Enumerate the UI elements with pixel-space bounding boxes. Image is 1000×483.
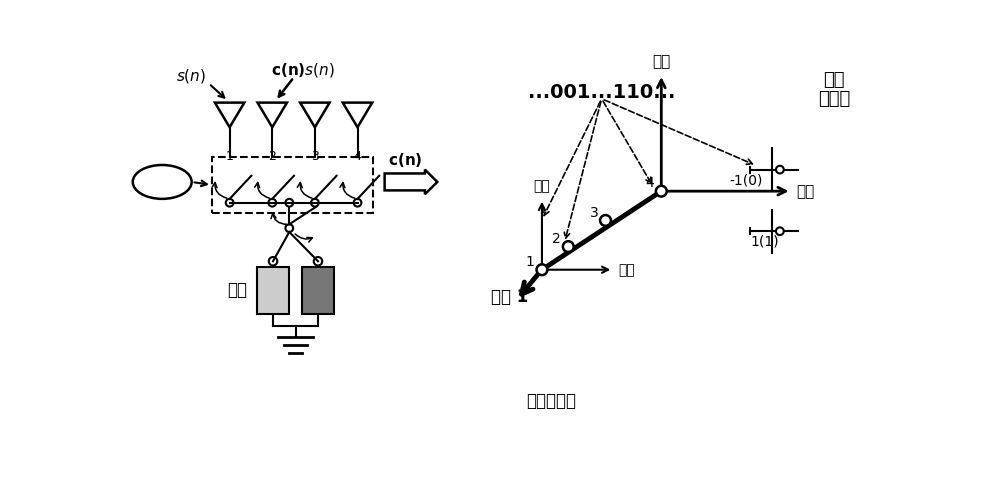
Text: 虚部: 虚部 [534,180,550,194]
Text: 4: 4 [354,150,361,163]
Text: 1: 1 [226,150,234,163]
Bar [212,157,373,213]
Text: -1(0): -1(0) [730,173,763,187]
Circle shape [776,227,784,235]
Bar [302,267,334,314]
Text: 1(1): 1(1) [750,235,779,249]
Text: 空间星座点: 空间星座点 [526,392,576,410]
Text: 3: 3 [590,206,598,220]
Text: $\mathbf{c(n)}s(n)$: $\mathbf{c(n)}s(n)$ [271,60,335,79]
Text: ...001...110...: ...001...110... [528,83,675,102]
Text: 4: 4 [645,176,654,190]
Circle shape [776,166,784,173]
Circle shape [600,215,611,226]
FancyArrow shape [385,170,437,194]
Text: 虚部: 虚部 [652,54,670,69]
Text: $s(n)$: $s(n)$ [176,67,206,85]
Text: 实部: 实部 [618,263,635,277]
Bar [257,267,289,314]
Text: 信号: 信号 [823,71,845,88]
Ellipse shape [133,165,192,199]
Circle shape [537,264,547,275]
Text: 1: 1 [526,255,535,269]
Text: 阻抗: 阻抗 [227,282,247,299]
Text: $\mathbf{c(n)}$: $\mathbf{c(n)}$ [388,151,422,170]
Circle shape [656,186,667,197]
Text: 2: 2 [268,150,276,163]
Text: 2: 2 [552,232,561,246]
Circle shape [563,241,574,252]
Text: 实部: 实部 [796,184,814,199]
Text: 星座点: 星座点 [818,90,850,108]
Text: 天线 1: 天线 1 [491,288,528,306]
Text: 控制器: 控制器 [151,175,173,188]
Text: 3: 3 [311,150,319,163]
